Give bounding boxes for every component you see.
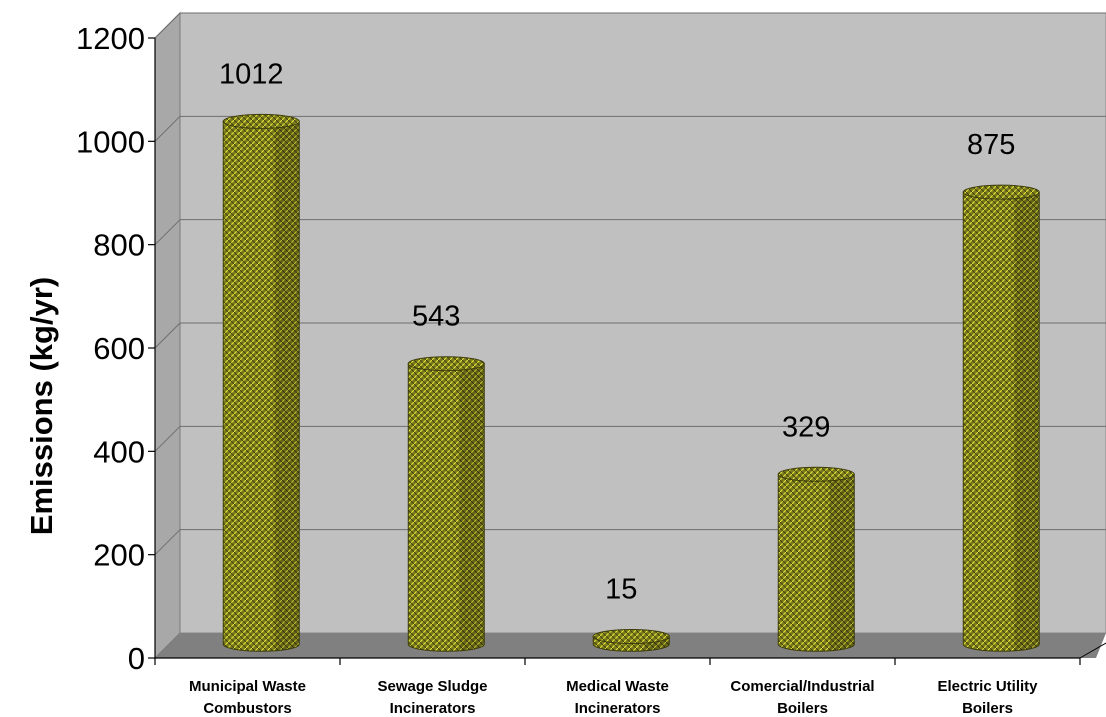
gridline-side bbox=[154, 115, 181, 142]
gridline-side bbox=[154, 12, 181, 39]
bar-top bbox=[222, 113, 300, 129]
bar bbox=[777, 466, 855, 652]
y-tick-label: 600 bbox=[93, 331, 145, 366]
bar-body bbox=[777, 473, 855, 652]
bar-shade bbox=[459, 363, 485, 651]
data-label: 15 bbox=[605, 574, 637, 606]
y-tick-label: 1000 bbox=[76, 124, 145, 159]
bar-top bbox=[962, 184, 1040, 200]
bar-body bbox=[222, 120, 300, 652]
x-tick-label-line: Electric Utility bbox=[937, 678, 1038, 695]
data-label: 1012 bbox=[219, 58, 284, 90]
bar-shade bbox=[1014, 192, 1040, 651]
x-tick-label-line: Medical Waste bbox=[566, 678, 669, 695]
y-axis-title: Emissions (kg/yr) bbox=[24, 277, 59, 535]
gridline-side bbox=[154, 529, 181, 556]
data-labels: 1012 543 15 329 875 bbox=[219, 58, 1015, 605]
x-tick-label: Municipal Waste Combustors bbox=[189, 678, 306, 717]
x-tick-label-line: Comercial/Industrial bbox=[730, 678, 874, 695]
x-tick-label-line: Sewage Sludge bbox=[377, 678, 487, 695]
x-tick-label-line: Incinerators bbox=[575, 700, 661, 717]
y-tick-label: 200 bbox=[93, 538, 145, 573]
bar-top bbox=[407, 356, 485, 372]
bar-shade bbox=[829, 474, 855, 651]
x-tick-label-line: Municipal Waste bbox=[189, 678, 306, 695]
bar bbox=[407, 356, 485, 652]
x-tick-labels: Municipal Waste Combustors Sewage Sludge In… bbox=[154, 658, 1081, 717]
x-tick-label-line: Incinerators bbox=[390, 700, 476, 717]
x-tick-label: Electric Utility Boilers bbox=[937, 678, 1038, 717]
gridline-side bbox=[154, 425, 181, 452]
y-tick-label: 400 bbox=[93, 434, 145, 469]
y-tick-label: 1200 bbox=[76, 21, 145, 56]
bar-body bbox=[407, 363, 485, 652]
bar-shade bbox=[274, 121, 300, 651]
bar bbox=[222, 113, 300, 652]
bar-body bbox=[962, 191, 1040, 652]
y-tick-labels: 0 200 400 600 800 1000 1200 bbox=[76, 21, 155, 676]
x-tick-label-line: Boilers bbox=[962, 700, 1013, 717]
y-tick-label: 0 bbox=[128, 641, 145, 676]
data-label: 329 bbox=[782, 411, 830, 443]
x-tick-label-line: Combustors bbox=[203, 700, 291, 717]
gridlines bbox=[154, 12, 1106, 556]
bars bbox=[222, 113, 1040, 652]
y-tick-label: 800 bbox=[93, 228, 145, 263]
gridline-side bbox=[154, 219, 181, 246]
x-tick-label: Medical Waste Incinerators bbox=[566, 678, 669, 717]
bar bbox=[592, 629, 670, 652]
bar-top bbox=[777, 466, 855, 482]
x-axis-depth-edge bbox=[1079, 642, 1106, 659]
gridline-side bbox=[154, 322, 181, 349]
data-label: 543 bbox=[412, 301, 460, 333]
bar-top bbox=[592, 629, 670, 644]
x-tick-label-line: Boilers bbox=[777, 700, 828, 717]
bar bbox=[962, 184, 1040, 652]
x-tick-label: Comercial/Industrial Boilers bbox=[730, 678, 874, 717]
data-label: 875 bbox=[967, 129, 1015, 161]
x-tick-label: Sewage Sludge Incinerators bbox=[377, 678, 487, 717]
